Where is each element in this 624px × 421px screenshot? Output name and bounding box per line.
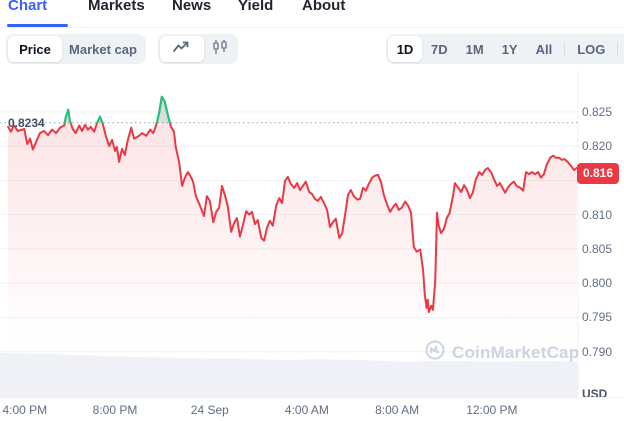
metric-toggle: Price Market cap	[6, 34, 146, 64]
price-line-chart-canvas	[0, 70, 579, 397]
current-price-badge: 0.816	[577, 162, 620, 184]
tab-chart[interactable]: Chart	[8, 0, 48, 14]
y-axis-tick-label: 0.790	[582, 344, 613, 359]
range-1y-button[interactable]: 1Y	[501, 41, 518, 57]
range-toggle: 1D 7D 1M 1Y All LOG ···	[386, 34, 624, 64]
price-toggle-button[interactable]: Price	[8, 36, 62, 62]
separator	[564, 42, 566, 56]
candlestick-chart-type-button[interactable]	[204, 39, 236, 60]
line-chart-type-button[interactable]	[160, 36, 204, 62]
x-axis-tick-label: 8:00 AM	[375, 403, 420, 417]
tab-markets[interactable]: Markets	[88, 0, 145, 14]
y-axis-tick-label: 0.800	[582, 276, 613, 291]
market-cap-toggle-button[interactable]: Market cap	[69, 41, 137, 57]
range-1m-button[interactable]: 1M	[465, 41, 484, 57]
y-axis-tick-label: 0.825	[582, 104, 613, 119]
watermark-label: CoinMarketCap	[452, 342, 580, 362]
x-axis-tick-label: 8:00 PM	[92, 403, 138, 417]
green-price-segment	[96, 115, 104, 124]
log-scale-button[interactable]: LOG	[577, 41, 606, 57]
x-axis: 4:00 PM 8:00 PM 24 Sep 4:00 AM 8:00 AM 12:00 …	[0, 397, 624, 421]
price-line	[7, 95, 578, 313]
range-7d-button[interactable]: 7D	[431, 41, 448, 57]
open-price-label: 0.8234	[8, 115, 45, 130]
separator	[617, 42, 619, 56]
price-area-fill	[8, 96, 577, 397]
green-price-segment	[155, 95, 171, 124]
y-axis-tick-label: 0.795	[582, 310, 613, 325]
y-axis-tick-label: 0.805	[582, 241, 613, 256]
price-chart[interactable]: CoinMarketCap 0.8234 0.816 0.825 0.820 0.8…	[0, 70, 624, 401]
candlestick-icon	[211, 39, 229, 60]
x-axis-tick-label: 4:00 AM	[284, 403, 329, 417]
tab-news[interactable]: News	[172, 0, 212, 14]
x-axis-tick-label: 24 Sep	[190, 403, 229, 417]
y-axis-tick-label: 0.810	[582, 207, 613, 222]
tab-about[interactable]: About	[302, 0, 346, 14]
green-price-segment	[63, 108, 72, 124]
range-1d-button[interactable]: 1D	[388, 36, 422, 62]
active-tab-underline	[7, 24, 68, 27]
y-axis-tick-label: 0.820	[582, 139, 613, 154]
green-area-fill	[156, 96, 170, 123]
range-all-button[interactable]: All	[535, 41, 553, 57]
watermark: CoinMarketCap	[424, 339, 579, 366]
tab-bar: Chart Markets News Yield About	[0, 0, 624, 28]
tab-yield[interactable]: Yield	[238, 0, 274, 14]
x-axis-tick-label: 12:00 PM	[466, 403, 518, 417]
line-chart-icon	[172, 40, 192, 58]
coinmarketcap-logo-icon	[424, 339, 446, 366]
x-axis-tick-label: 4:00 PM	[2, 403, 48, 417]
chart-type-toggle	[158, 34, 238, 64]
